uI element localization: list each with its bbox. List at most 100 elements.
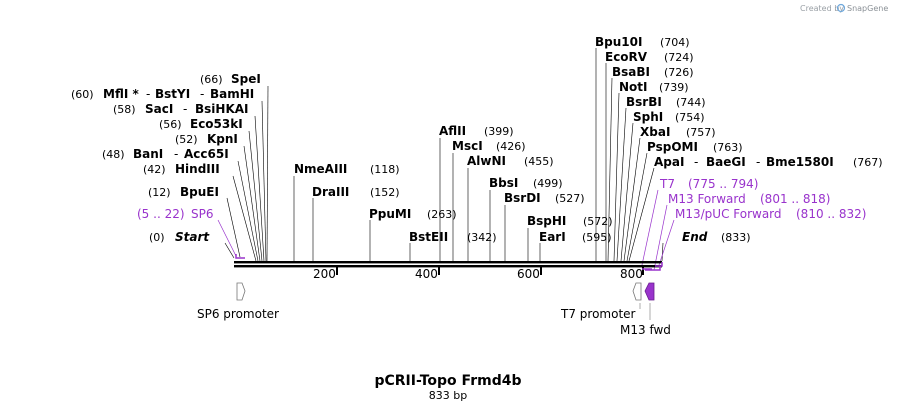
- enzyme-kpni[interactable]: KpnI: [207, 132, 238, 146]
- svg-text:-: -: [146, 87, 150, 101]
- enzyme-pos-draiii: (152): [370, 186, 400, 199]
- feature-label-t7-promoter: T7 promoter: [560, 307, 636, 321]
- enzyme-hindiii[interactable]: HindIII: [175, 162, 220, 176]
- primer-range-t7: (775 .. 794): [688, 177, 758, 191]
- scale-label-800: 800: [620, 267, 643, 281]
- svg-text:-: -: [174, 147, 178, 161]
- primer-range-sp6: (5 .. 22): [137, 207, 185, 221]
- feature-label-sp6-promoter: SP6 promoter: [197, 307, 279, 321]
- enzyme-pos-eari: (595): [582, 231, 612, 244]
- created-by-text: Created by: [800, 4, 844, 13]
- enzyme-pos-mfli: (60): [71, 88, 94, 101]
- enzyme-draiii[interactable]: DraIII: [312, 185, 349, 199]
- svg-text:-: -: [756, 155, 760, 169]
- enzyme-eco53ki[interactable]: Eco53kI: [190, 117, 243, 131]
- enzyme-ppumi[interactable]: PpuMI: [369, 207, 411, 221]
- start-marker: Start: [175, 230, 210, 244]
- enzyme-pos-bbsi: (499): [533, 177, 563, 190]
- enzyme-pos-bpuei: (12): [148, 186, 171, 199]
- enzyme-bstyi[interactable]: BstYI: [155, 87, 190, 101]
- enzyme-sphi[interactable]: SphI: [633, 110, 663, 124]
- scale-label-600: 600: [517, 267, 540, 281]
- enzyme-bsabi[interactable]: BsaBI: [612, 65, 650, 79]
- enzyme-pos-bsrdi: (527): [555, 192, 585, 205]
- primer-range-m13-forward: (801 .. 818): [760, 192, 830, 206]
- enzyme-bani[interactable]: BanI: [133, 147, 163, 161]
- enzyme-pos-saci: (58): [113, 103, 136, 116]
- enzyme-msci[interactable]: MscI: [452, 139, 483, 153]
- enzyme-baegi[interactable]: BaeGI: [706, 155, 746, 169]
- enzyme-bpuei[interactable]: BpuEI: [180, 185, 219, 199]
- enzyme-bme1580i[interactable]: Bme1580I: [766, 155, 834, 169]
- enzyme-eari[interactable]: EarI: [539, 230, 566, 244]
- enzyme-aflii[interactable]: AflII: [439, 124, 466, 138]
- bottom-strand: [234, 265, 662, 268]
- enzyme-mfli[interactable]: MflI *: [103, 87, 139, 101]
- enzyme-pspomi[interactable]: PspOMI: [647, 140, 698, 154]
- enzyme-pos-bsphi: (572): [583, 215, 613, 228]
- map-title: pCRII-Topo Frmd4b: [374, 373, 521, 389]
- enzyme-acc65i[interactable]: Acc65I: [184, 147, 229, 161]
- m13-puc-forward-primer-bar[interactable]: [655, 262, 663, 267]
- enzyme-apai[interactable]: ApaI: [654, 155, 684, 169]
- enzyme-pos-ppumi: (263): [427, 208, 457, 221]
- scale-ticks: [336, 266, 644, 275]
- snapgene-logo-icon: [836, 3, 846, 13]
- enzyme-spei[interactable]: SpeI: [231, 72, 261, 86]
- app-name: SnapGene: [847, 4, 888, 13]
- enzyme-ecorv[interactable]: EcoRV: [605, 50, 648, 64]
- enzyme-bsteii[interactable]: BstEII: [409, 230, 448, 244]
- enzyme-saci[interactable]: SacI: [145, 102, 173, 116]
- enzyme-pos-aflii: (399): [484, 125, 514, 138]
- enzyme-pos-bsteii: (342): [467, 231, 497, 244]
- enzyme-alwni[interactable]: AlwNI: [467, 154, 506, 168]
- enzyme-bsrbi[interactable]: BsrBI: [626, 95, 662, 109]
- primer-bars: [235, 254, 663, 271]
- enzyme-pos-bani: (48): [102, 148, 125, 161]
- feature-label-m13-fwd: M13 fwd: [620, 323, 671, 337]
- svg-text:-: -: [200, 87, 204, 101]
- enzyme-pos-apai: (767): [853, 156, 883, 169]
- sp6-promoter-arrow[interactable]: [236, 282, 246, 301]
- enzyme-bsphi[interactable]: BspHI: [527, 214, 566, 228]
- enzyme-pos-sphi: (754): [675, 111, 705, 124]
- enzyme-connectors: [224, 48, 664, 262]
- primer-connectors: [217, 189, 675, 271]
- svg-text:-: -: [694, 155, 698, 169]
- enzyme-bsrdi[interactable]: BsrDI: [504, 191, 541, 205]
- m13-fwd-arrow[interactable]: [644, 282, 655, 301]
- t7-promoter-arrow[interactable]: [632, 282, 642, 301]
- primer-t7[interactable]: T7: [659, 177, 675, 191]
- enzyme-bbsi[interactable]: BbsI: [489, 176, 518, 190]
- enzyme-pos-pspomi: (763): [713, 141, 743, 154]
- sequence-backbone: 200 400 600 800: [234, 261, 662, 281]
- enzyme-pos-hindiii: (42): [143, 163, 166, 176]
- map-length: 833 bp: [429, 389, 467, 402]
- enzyme-pos-bsabi: (726): [664, 66, 694, 79]
- primer-m13-forward[interactable]: M13 Forward: [668, 192, 746, 206]
- enzyme-pos-msci: (426): [496, 140, 526, 153]
- enzyme-pos-bpu10i: (704): [660, 36, 690, 49]
- enzyme-pos-eco53ki: (56): [159, 118, 182, 131]
- enzyme-pos-ecorv: (724): [664, 51, 694, 64]
- enzyme-bamhi[interactable]: BamHI: [210, 87, 254, 101]
- enzyme-nmeaiii[interactable]: NmeAIII: [294, 162, 347, 176]
- enzyme-pos-noti: (739): [659, 81, 689, 94]
- primer-sp6[interactable]: SP6: [191, 207, 214, 221]
- snapgene-branding: Created by SnapGene: [800, 3, 888, 13]
- primer-m13-puc-forward[interactable]: M13/pUC Forward: [675, 207, 782, 221]
- end-pos: (833): [721, 231, 751, 244]
- enzyme-pos-kpni: (52): [175, 133, 198, 146]
- end-marker: End: [682, 230, 708, 244]
- m13-forward-primer-bar[interactable]: [645, 266, 661, 271]
- top-strand: [234, 261, 662, 264]
- enzyme-xbai[interactable]: XbaI: [640, 125, 670, 139]
- primer-range-m13-puc-forward: (810 .. 832): [796, 207, 866, 221]
- enzyme-bpu10i[interactable]: Bpu10I: [595, 35, 642, 49]
- enzyme-noti[interactable]: NotI: [619, 80, 648, 94]
- features: [236, 282, 655, 320]
- sp6-primer-bar[interactable]: [235, 254, 245, 259]
- enzyme-pos-bsrbi: (744): [676, 96, 706, 109]
- enzyme-bsihkai[interactable]: BsiHKAI: [195, 102, 249, 116]
